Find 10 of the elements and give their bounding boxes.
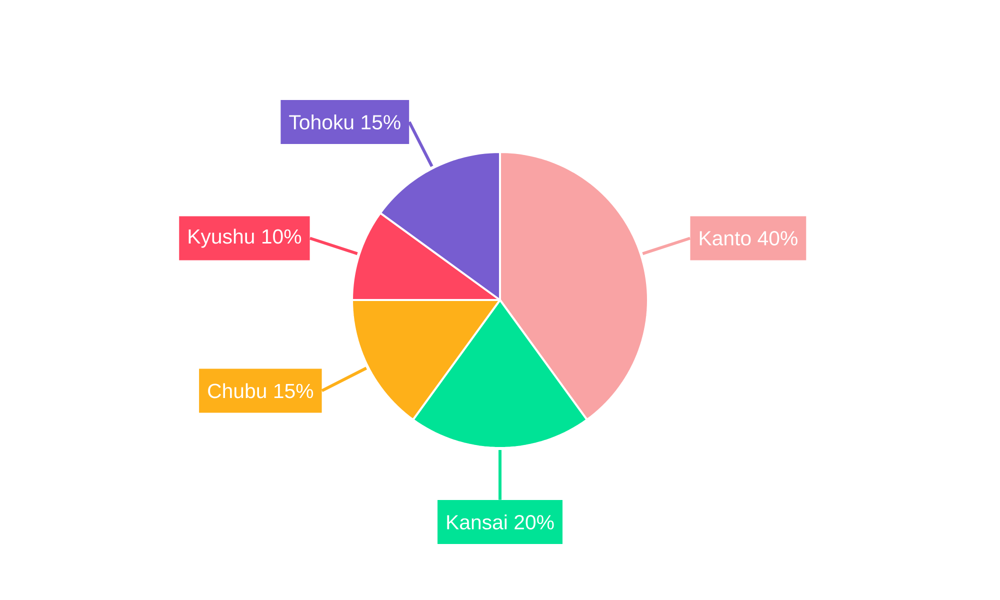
- data-label: 20%: [514, 515, 554, 530]
- data-label: 15%: [274, 384, 314, 398]
- slice-label: Kyushu: [188, 228, 254, 248]
- data-label: 10%: [262, 229, 302, 244]
- data-label: 40%: [758, 231, 798, 246]
- slice-label: Kanto: [700, 231, 751, 246]
- data-label: 15%: [362, 115, 400, 130]
- slice-label: Chubu: [208, 383, 266, 398]
- slice-label: Kansai: [447, 514, 507, 530]
- slice-label: Tohoku: [289, 114, 354, 130]
